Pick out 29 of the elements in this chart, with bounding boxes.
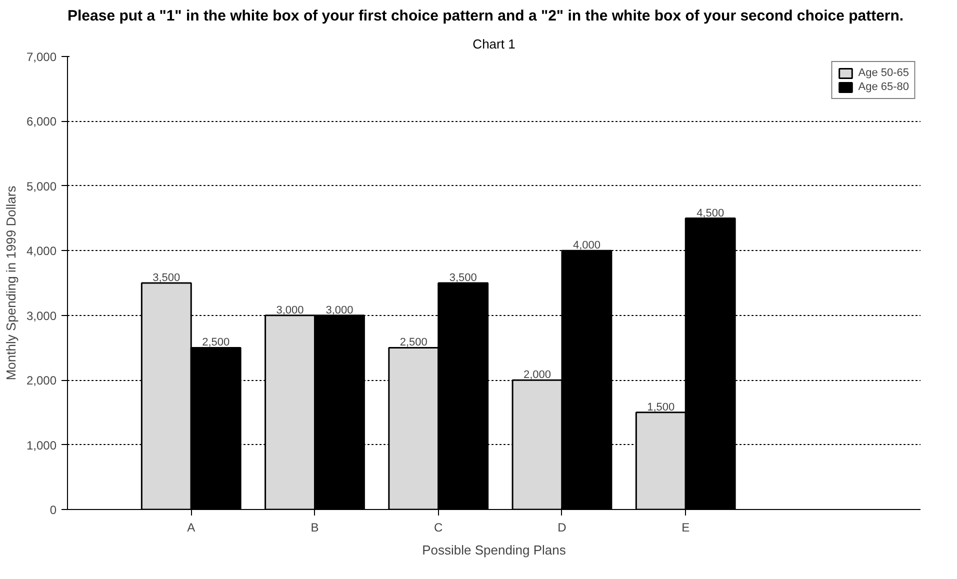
x-axis-title: Possible Spending Plans — [422, 542, 566, 558]
y-tick-label: 3,000 — [26, 308, 57, 323]
x-tick-label: A — [187, 520, 196, 534]
x-tick-label: B — [310, 520, 319, 534]
x-tick-label: E — [682, 520, 690, 534]
data-label: 4,000 — [572, 240, 600, 252]
data-label: 3,000 — [276, 304, 304, 316]
y-tick-label: 0 — [50, 503, 57, 517]
legend-label: Age 50-65 — [858, 67, 909, 79]
y-tick-label: 4,000 — [26, 244, 57, 258]
data-label: 4,500 — [696, 207, 724, 220]
chart-title: Chart 1 — [472, 36, 516, 52]
data-label: 3,000 — [326, 304, 354, 316]
data-label: 2,500 — [202, 336, 230, 349]
data-label: 3,500 — [152, 272, 180, 284]
y-tick-label: 5,000 — [26, 179, 57, 194]
legend-label: Age 65-80 — [858, 81, 909, 93]
data-label: 1,500 — [647, 401, 675, 414]
y-tick-label: 1,000 — [26, 438, 57, 452]
data-label: 2,000 — [524, 369, 552, 382]
y-tick-label: 6,000 — [26, 114, 57, 129]
x-tick-label: C — [434, 520, 444, 534]
chart-subtitle: Please put a "1" in the white box of your first choice pattern and a "2" in the white box of your second choice pattern. — [68, 8, 904, 24]
y-axis-title: Monthly Spending in 1999 Dollars — [3, 185, 18, 380]
x-tick-label: D — [558, 520, 567, 534]
data-label: 3,500 — [449, 272, 477, 284]
y-tick-label: 7,000 — [26, 50, 57, 64]
y-tick-label: 2,000 — [26, 374, 57, 388]
data-label: 2,500 — [400, 336, 428, 349]
